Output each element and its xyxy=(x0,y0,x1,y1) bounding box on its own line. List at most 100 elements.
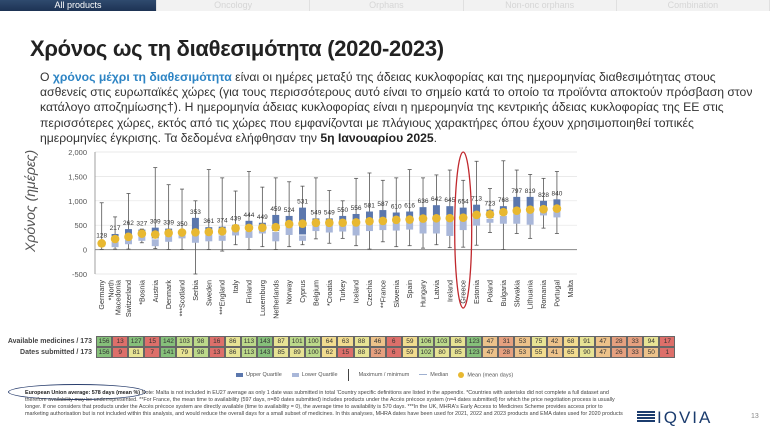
mean-data-label: 723 xyxy=(485,201,496,208)
lower-quartile-box xyxy=(165,235,173,242)
lower-quartile-box xyxy=(379,222,387,231)
mean-dot-icon xyxy=(458,371,465,378)
x-tick-label: Sweden xyxy=(204,280,213,306)
x-tick-label: *Croatia xyxy=(325,280,334,306)
lower-quartile-box xyxy=(312,224,320,232)
mean-data-label: 840 xyxy=(551,190,562,197)
table-row-submitted: Dates submitted / 173 156 9 81 7 141 79 98 13 86… xyxy=(0,347,676,358)
upper-quartile-box xyxy=(513,196,521,213)
table-cell: 17 xyxy=(659,336,676,347)
table-cell: 7 xyxy=(144,347,161,358)
x-tick-label: Romania xyxy=(539,280,548,309)
mean-dot xyxy=(97,239,106,248)
lower-quartile-box xyxy=(419,220,427,234)
x-tick-label: Luxemburg xyxy=(258,280,267,316)
table-cell: 98 xyxy=(192,347,209,358)
table-cell: 80 xyxy=(433,347,451,358)
tab-oncology[interactable]: Oncology xyxy=(157,0,311,11)
tab-non-onc-orphans[interactable]: Non-onc orphans xyxy=(464,0,617,11)
mean-data-label: 339 xyxy=(163,220,174,227)
table-cell: 88 xyxy=(353,347,370,358)
median-line-icon xyxy=(419,374,428,376)
upper-quartile-box xyxy=(432,205,440,219)
legend-lower-quartile: Lower Quartile xyxy=(291,372,338,378)
eu-average: European Union average: 578 days (mean %… xyxy=(25,390,141,396)
table-cell: 33 xyxy=(627,336,644,347)
x-tick-label: Estonia xyxy=(472,280,481,304)
table-cell: 94 xyxy=(643,336,660,347)
x-tick-label: Cyprus xyxy=(298,280,307,303)
table-cell: 85 xyxy=(273,347,290,358)
mean-dot xyxy=(552,204,562,213)
row-label: Available medicines / 173 xyxy=(7,338,92,345)
mean-dot xyxy=(298,219,307,228)
y-tick-label: 1,500 xyxy=(68,172,87,181)
eu-average-highlight-oval xyxy=(8,384,146,400)
lower-quartile-box xyxy=(499,215,507,224)
page-title: Χρόνος ως τη διαθεσιμότητα (2020-2023) xyxy=(30,36,444,61)
x-tick-label: Serbia xyxy=(191,280,200,301)
tab-orphans[interactable]: Orphans xyxy=(310,0,464,11)
x-tick-label: ***England xyxy=(218,280,227,315)
mean-dot xyxy=(284,219,294,229)
x-tick-label: Switzerland xyxy=(124,280,133,317)
mean-data-label: 353 xyxy=(190,209,201,216)
footnote: European Union average: 578 days (mean %… xyxy=(25,390,625,418)
page-number: 13 xyxy=(751,413,759,420)
table-cell: 127 xyxy=(128,336,145,347)
y-tick-label: 0 xyxy=(83,246,87,255)
table-cell: 59 xyxy=(401,336,418,347)
x-tick-label: Finland xyxy=(244,280,253,304)
lower-quartile-box xyxy=(365,222,373,232)
table-cell: 59 xyxy=(401,347,418,358)
iqvia-logo: IQVIA xyxy=(657,408,713,427)
mean-data-label: 531 xyxy=(297,199,308,206)
x-tick-label: Slovakia xyxy=(512,280,521,307)
table-cell: 143 xyxy=(256,347,274,358)
tab-all-products[interactable]: All products xyxy=(0,0,157,11)
table-cell: 15 xyxy=(337,347,354,358)
table-cell: 91 xyxy=(578,336,595,347)
x-tick-label-line: *North xyxy=(107,280,116,300)
x-tick-label: Greece xyxy=(459,280,468,304)
mean-data-label: 444 xyxy=(244,212,255,219)
mean-data-label: 797 xyxy=(511,188,522,195)
x-tick-label: Hungary xyxy=(419,280,428,308)
table-cell: 106 xyxy=(417,336,434,347)
highlight-oval xyxy=(454,151,473,309)
table-cell: 47 xyxy=(594,336,611,347)
table-cell: 33 xyxy=(627,347,644,358)
x-tick-label: Italy xyxy=(231,280,240,294)
mean-dot xyxy=(378,216,388,226)
table-cell: 46 xyxy=(369,336,386,347)
legend-mean: Mean (mean days) xyxy=(458,371,513,378)
mean-data-label: 642 xyxy=(431,196,442,203)
y-tick-label: 500 xyxy=(74,221,87,230)
mean-data-label: 610 xyxy=(391,204,402,211)
mean-data-label: 616 xyxy=(404,203,415,210)
mean-data-label: 449 xyxy=(257,214,268,221)
table-cell: 53 xyxy=(514,347,531,358)
lower-quartile-box xyxy=(218,234,226,241)
mean-dot xyxy=(405,215,414,224)
x-tick-label: *NorthMacedonia xyxy=(107,280,123,315)
table-cell: 75 xyxy=(530,336,547,347)
table-cell: 123 xyxy=(466,336,483,347)
upper-quartile-swatch-icon xyxy=(236,372,243,377)
table-cell: 47 xyxy=(482,347,499,358)
table-cell: 103 xyxy=(433,336,451,347)
lower-quartile-box xyxy=(151,238,159,247)
mean-dot xyxy=(458,213,468,222)
table-cell: 16 xyxy=(208,336,225,347)
section-tabs: All products Oncology Orphans Non-onc or… xyxy=(0,0,770,11)
table-cell: 100 xyxy=(305,336,322,347)
table-cell: 31 xyxy=(498,336,515,347)
x-tick-label: Belgium xyxy=(311,280,320,306)
mean-data-label: 309 xyxy=(150,219,161,226)
table-cell: 86 xyxy=(224,347,241,358)
tab-combination[interactable]: Combination xyxy=(617,0,770,11)
whisker-legend-icon xyxy=(347,369,349,381)
x-tick-label: Czechia xyxy=(365,280,374,306)
table-cell: 9 xyxy=(112,347,129,358)
mean-dot xyxy=(231,223,240,233)
